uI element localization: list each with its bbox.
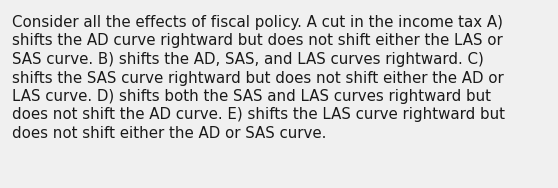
Text: Consider all the effects of fiscal policy. A cut in the income tax A): Consider all the effects of fiscal polic… (12, 15, 503, 30)
Text: SAS curve. B) shifts the AD, SAS, and LAS curves rightward. C): SAS curve. B) shifts the AD, SAS, and LA… (12, 52, 484, 67)
Text: shifts the AD curve rightward but does not shift either the LAS or: shifts the AD curve rightward but does n… (12, 33, 503, 49)
Text: shifts the SAS curve rightward but does not shift either the AD or: shifts the SAS curve rightward but does … (12, 70, 504, 86)
Text: does not shift the AD curve. E) shifts the LAS curve rightward but: does not shift the AD curve. E) shifts t… (12, 108, 505, 123)
Text: LAS curve. D) shifts both the SAS and LAS curves rightward but: LAS curve. D) shifts both the SAS and LA… (12, 89, 491, 104)
Text: does not shift either the AD or SAS curve.: does not shift either the AD or SAS curv… (12, 126, 326, 141)
